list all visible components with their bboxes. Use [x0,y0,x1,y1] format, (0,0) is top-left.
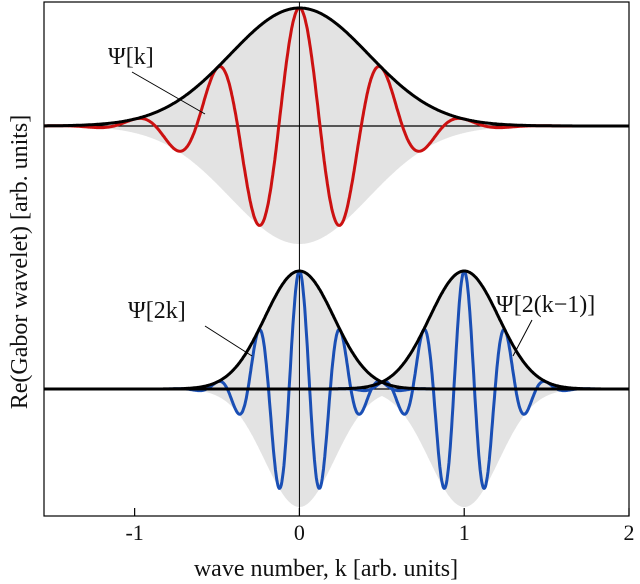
annotations: Ψ[k] Ψ[2k] Ψ[2(k−1)] [108,44,595,357]
x-tick-label: 0 [294,520,305,545]
x-tick-label: 1 [459,520,470,545]
x-tick-label: 2 [624,520,635,545]
annotation-leader-psi-2k-1 [512,319,533,357]
envelope-fills [44,8,629,507]
wavelet-curves [43,6,630,490]
y-axis-label: Re(Gabor wavelet) [arb. units] [7,115,33,410]
envelope-series-top-0 [44,6,629,128]
series-label-psi-k: Ψ[k] [108,44,154,70]
annotation-leader-psi-k [131,71,206,115]
series-label-psi-2k: Ψ[2k] [128,298,186,324]
envelope-series-bottom-1 [44,269,629,391]
plot-frame [43,1,630,517]
annotation-leader-psi-2k [204,325,253,357]
series-label-psi-2k-1: Ψ[2(k−1)] [496,292,595,318]
x-tick-label: -1 [125,520,143,545]
x-ticks: -1 0 1 2 [125,508,635,545]
x-axis-label: wave number, k [arb. units] [194,556,458,582]
axes [43,1,630,517]
